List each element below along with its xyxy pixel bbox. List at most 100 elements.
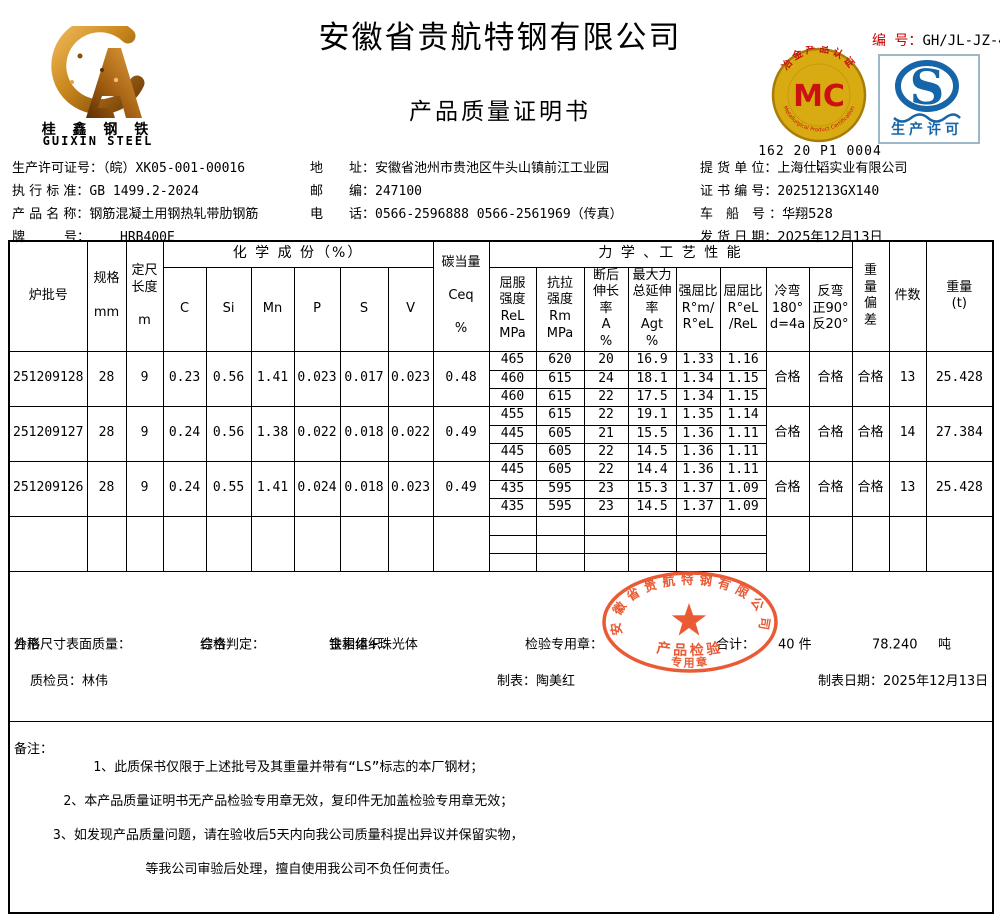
col-header-s: S: [339, 266, 389, 352]
table-row: 460 615 24 18.1 1.34 1.15: [9, 369, 993, 389]
cell-rel: 445: [488, 442, 537, 462]
cell-a: 21: [583, 424, 629, 444]
cell-rm: 595: [535, 497, 585, 517]
cell-weight: [925, 515, 994, 572]
col-header-ratio2: 屈屈比 R°eL /ReL: [719, 266, 767, 352]
col-header-pieces: 件数: [888, 240, 927, 352]
col-header-ceq: 碳当量 Ceq %: [432, 240, 490, 352]
info-value: 20251213GX140: [777, 184, 880, 199]
col-header-cold-bend: 冷弯 180° d=4a: [765, 266, 810, 352]
cell-spec: 28: [86, 350, 127, 407]
remark-line: 1、此质保书仅限于上述批号及其重量并带有“LS”标志的本厂钢材；: [93, 759, 484, 775]
cell-rm: 620: [535, 350, 585, 371]
cell-ratio2: 1.11: [719, 460, 767, 481]
cell-v: 0.023: [387, 350, 434, 407]
cell-mn: 1.41: [250, 460, 295, 517]
logo-name-en: GUIXIN STEEL: [42, 134, 154, 148]
cell-ratio1: 1.37: [675, 497, 721, 517]
cell-rm: [535, 515, 585, 536]
info-label: 邮 编：: [310, 184, 376, 199]
cell-ratio1: 1.35: [675, 405, 721, 426]
cell-mn: 1.38: [250, 405, 295, 462]
cell-mn: 1.41: [250, 350, 295, 407]
cell-rm: 615: [535, 405, 585, 426]
cell-ratio1: [675, 552, 721, 572]
cell-a: 24: [583, 369, 629, 389]
cell-c: 0.24: [162, 405, 207, 462]
cell-rm: 605: [535, 424, 585, 444]
col-header-ratio1: 强屈比 R°m/ R°eL: [675, 266, 721, 352]
quality-table: 炉批号 规格 mm 定尺 长度 m 化 学 成 份（%） 碳当量 Ceq % 力…: [8, 240, 995, 914]
cell-a: 22: [583, 460, 629, 481]
cell-rm: 605: [535, 442, 585, 462]
cell-ratio1: 1.33: [675, 350, 721, 371]
info-line: 生产许可证号：（皖）XK05-001-00016: [12, 157, 258, 180]
info-line: 电 话：0566-2596888 0566-2561969（传真）: [310, 203, 623, 226]
company-logo-icon: [51, 26, 145, 118]
cell-ratio2: 1.09: [719, 497, 767, 517]
cell-c: 0.24: [162, 460, 207, 517]
col-header-weight: 重量 (t): [925, 240, 994, 352]
inspector-name: 林伟: [82, 674, 109, 689]
cell-rm: [535, 534, 585, 554]
group-header-mechanical: 力 学 、工 艺 性 能: [488, 240, 853, 268]
table-row: 251209128 28 9 0.23 0.56 1.41 0.023 0.01…: [8, 350, 994, 407]
cell-weight-deviation: [851, 515, 890, 572]
info-line: 产 品 名 称：钢筋混凝土用钢热轧带肋钢筋: [12, 203, 258, 226]
col-header-heat: 炉批号: [8, 240, 88, 352]
col-header-v: V: [387, 266, 434, 352]
info-line: 车 船 号 ：华翔528: [700, 203, 907, 226]
mc-certification-badge-icon: 冶金产品认证 Metallurgical Product Certificati…: [771, 46, 867, 143]
cell-rel: 460: [488, 387, 537, 407]
cell-rel: 445: [488, 424, 537, 444]
cell-agt: 17.5: [627, 387, 677, 407]
cell-agt: 18.1: [627, 369, 677, 389]
cell-weight: 27.384: [925, 405, 994, 462]
col-header-length: 定尺 长度 m: [125, 240, 164, 352]
maker-signature: 制表：陶美红: [497, 670, 575, 689]
summary-row: 外形尺寸表面质量： 合格 综合判定： 合格 金相组织： 铁素体+珠光体 检验专用章： …: [8, 570, 994, 723]
cell-v: 0.022: [387, 405, 434, 462]
info-label: 生产许可证号：: [12, 161, 104, 176]
cell-mn: [250, 515, 295, 572]
info-value: 安徽省池州市贵池区牛头山镇前江工业园: [375, 161, 610, 176]
metallographic-value: 铁素体+珠光体: [329, 638, 418, 654]
cell-a: 22: [583, 405, 629, 426]
qs-letter: S: [910, 60, 945, 116]
cell-reverse-bend: 合格: [808, 405, 853, 462]
cell-s: [339, 515, 389, 572]
table-row: 445 605 22 14.5 1.36 1.11: [9, 442, 993, 462]
cell-si: [205, 515, 252, 572]
doc-number-value: GH/JL-JZ-45: [922, 33, 1000, 49]
remarks-lines: 1、此质保书仅限于上述批号及其重量并带有“LS”标志的本厂钢材； 2、本产品质量…: [53, 742, 524, 895]
logo-name-cn: 桂 鑫 钢 铁: [41, 122, 155, 138]
info-value: 华翔528: [782, 207, 833, 222]
cell-length: 9: [125, 405, 164, 462]
cell-weight: 25.428: [925, 460, 994, 517]
cell-s: 0.017: [339, 350, 389, 407]
cell-rm: 595: [535, 479, 585, 499]
remark-line: 等我公司审验后处理，擅自使用我公司不负任何责任。: [119, 861, 458, 877]
cell-length: 9: [125, 350, 164, 407]
cell-weight-deviation: 合格: [851, 460, 890, 517]
cell-p: 0.023: [293, 350, 341, 407]
cell-ratio2: 1.15: [719, 387, 767, 407]
cell-p: 0.022: [293, 405, 341, 462]
cell-ratio1: 1.36: [675, 424, 721, 444]
cell-cold-bend: 合格: [765, 350, 810, 407]
remarks-row: 备注： 1、此质保书仅限于上述批号及其重量并带有“LS”标志的本厂钢材； 2、本…: [8, 721, 994, 914]
col-header-weight-deviation: 重 量 偏 差: [851, 240, 890, 352]
col-header-mn: Mn: [250, 266, 295, 352]
cell-a: 23: [583, 497, 629, 517]
cell-v: [387, 515, 434, 572]
cell-ratio1: 1.37: [675, 479, 721, 499]
cell-agt: [627, 552, 677, 572]
remarks-cell: 备注： 1、此质保书仅限于上述批号及其重量并带有“LS”标志的本厂钢材； 2、本…: [8, 721, 994, 914]
table-date-label: 制表日期：: [818, 674, 884, 689]
cell-ratio2: 1.16: [719, 350, 767, 371]
remark-line: 3、如发现产品质量问题，请在验收后5天内向我公司质量科提出异议并保留实物，: [53, 827, 524, 843]
cell-spec: 28: [86, 460, 127, 517]
remark-line: 2、本产品质量证明书无产品检验专用章无效，复印件无加盖检验专用章无效；: [63, 793, 514, 809]
doc-subtitle: 产品质量证明书: [409, 99, 591, 125]
cell-rm: 615: [535, 369, 585, 389]
